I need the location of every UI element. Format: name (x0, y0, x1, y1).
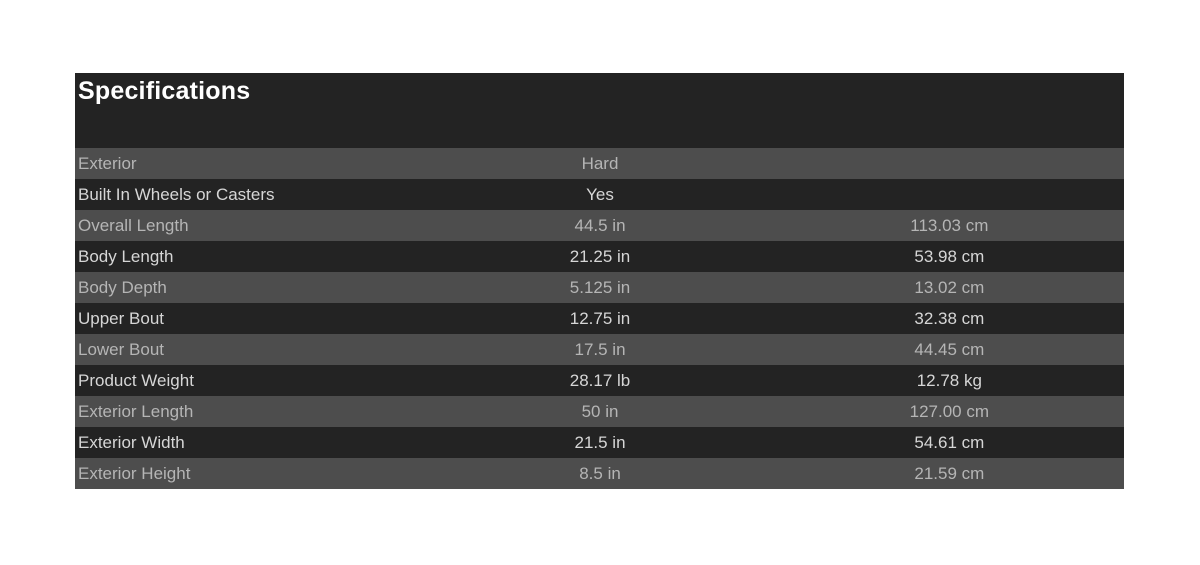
spec-value-metric: 13.02 cm (914, 277, 985, 297)
spec-row: Upper Bout 12.75 in 32.38 cm (75, 303, 1124, 334)
spec-value-metric: 54.61 cm (914, 432, 985, 452)
spec-label: Body Depth (78, 277, 167, 297)
spec-value-imperial: 44.5 in (574, 215, 626, 235)
spec-label: Exterior (78, 153, 137, 173)
spec-value-metric: 127.00 cm (909, 401, 990, 421)
spec-row: Body Depth 5.125 in 13.02 cm (75, 272, 1124, 303)
spec-value-metric: 32.38 cm (914, 308, 985, 328)
spec-label: Overall Length (78, 215, 189, 235)
spec-label: Body Length (78, 246, 174, 266)
specifications-title: Specifications (78, 77, 251, 105)
spec-row: Built In Wheels or Casters Yes (75, 179, 1124, 210)
spec-value-metric: 21.59 cm (914, 463, 985, 483)
spec-label: Lower Bout (78, 339, 164, 359)
spec-value-imperial: 21.5 in (574, 432, 626, 452)
spec-row: Overall Length 44.5 in 113.03 cm (75, 210, 1124, 241)
spec-value-metric: 53.98 cm (914, 246, 985, 266)
spec-label: Upper Bout (78, 308, 164, 328)
spec-value-imperial: 5.125 in (569, 277, 631, 297)
spec-row: Exterior Length 50 in 127.00 cm (75, 396, 1124, 427)
spec-row: Lower Bout 17.5 in 44.45 cm (75, 334, 1124, 365)
specifications-table: Specifications Exterior Hard Built In Wh… (75, 73, 1124, 489)
spec-row: Body Length 21.25 in 53.98 cm (75, 241, 1124, 272)
spec-value-imperial: Yes (586, 184, 614, 204)
spec-label: Exterior Width (78, 432, 185, 452)
spec-value-imperial: 50 in (581, 401, 619, 421)
spec-label: Exterior Length (78, 401, 194, 421)
spec-label: Exterior Height (78, 463, 191, 483)
spec-rows: Exterior Hard Built In Wheels or Casters… (75, 148, 1124, 489)
spec-row: Exterior Width 21.5 in 54.61 cm (75, 427, 1124, 458)
spec-value-metric: 113.03 cm (910, 215, 989, 235)
spec-value-imperial: 21.25 in (569, 246, 631, 266)
spec-row: Exterior Hard (75, 148, 1124, 179)
spec-value-metric: 44.45 cm (914, 339, 985, 359)
spec-label: Product Weight (78, 370, 194, 390)
specifications-header: Specifications (75, 73, 1124, 148)
spec-value-metric: 12.78 kg (916, 370, 982, 390)
spec-row: Product Weight 28.17 lb 12.78 kg (75, 365, 1124, 396)
spec-row: Exterior Height 8.5 in 21.59 cm (75, 458, 1124, 489)
spec-value-imperial: Hard (581, 153, 619, 173)
spec-label: Built In Wheels or Casters (78, 184, 275, 204)
spec-value-imperial: 17.5 in (574, 339, 626, 359)
spec-value-imperial: 8.5 in (579, 463, 621, 483)
spec-value-imperial: 28.17 lb (569, 370, 631, 390)
spec-value-imperial: 12.75 in (569, 308, 631, 328)
